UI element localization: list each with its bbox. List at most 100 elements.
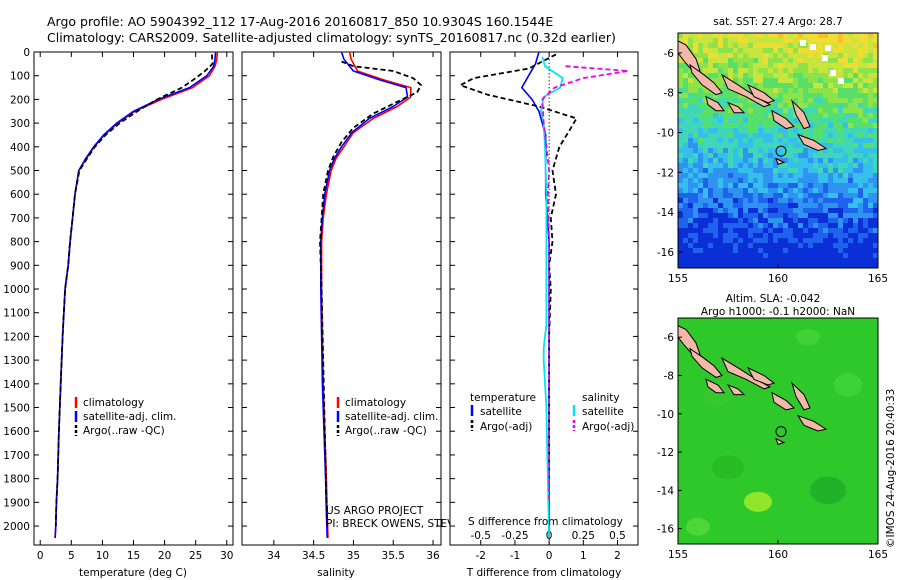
series-s-satellite — [540, 56, 564, 538]
sst-cell — [773, 98, 779, 104]
sst-cell — [718, 203, 724, 209]
sst-cell — [743, 38, 749, 44]
sst-cell — [768, 128, 774, 134]
sst-cell — [698, 213, 704, 219]
sst-cell — [838, 178, 844, 184]
sst-cell — [873, 88, 878, 94]
sst-cell — [808, 128, 814, 134]
sst-cell — [848, 223, 854, 229]
sst-cell — [858, 138, 864, 144]
sst-cell — [688, 118, 694, 124]
sst-cell — [723, 38, 729, 44]
sst-cell — [713, 183, 719, 189]
sst-cell — [798, 243, 804, 249]
sst-cell — [808, 173, 814, 179]
sst-cell — [733, 163, 739, 169]
sst-cell — [853, 198, 859, 204]
sst-cell — [803, 203, 809, 209]
sst-cell — [723, 143, 729, 149]
sst-cell — [733, 203, 739, 209]
sst-cell — [843, 193, 849, 199]
sst-cell — [773, 173, 779, 179]
sst-cell — [868, 153, 874, 159]
sst-cell — [753, 83, 759, 89]
sst-cell — [843, 183, 849, 189]
depth-tick-label: 1500 — [3, 403, 30, 415]
sst-cell — [828, 138, 834, 144]
sst-cell — [823, 188, 829, 194]
sst-cell — [733, 53, 739, 59]
sst-cell — [683, 188, 689, 194]
sst-cell — [743, 193, 749, 199]
sst-cell — [748, 68, 754, 74]
sst-cell — [678, 123, 684, 129]
sst-cell — [848, 58, 854, 64]
sst-cell — [768, 198, 774, 204]
sst-cell — [863, 188, 869, 194]
sst-cell — [688, 263, 694, 268]
sst-cell — [728, 33, 734, 39]
sst-cell — [758, 238, 764, 244]
sst-cell — [773, 203, 779, 209]
sst-cell — [783, 138, 789, 144]
sst-cell — [828, 238, 834, 244]
sla-anomaly — [810, 476, 846, 505]
sst-cell — [838, 128, 844, 134]
sst-cell — [783, 223, 789, 229]
sst-cell — [833, 258, 839, 264]
sst-cell — [833, 248, 839, 254]
sst-cell — [838, 68, 844, 74]
sst-cell — [683, 143, 689, 149]
map-lat-label: -8 — [664, 370, 674, 382]
sst-cell — [793, 58, 799, 64]
sst-cell — [758, 33, 764, 39]
sst-cell — [753, 143, 759, 149]
sst-cell — [808, 63, 814, 69]
sst-cell — [818, 153, 824, 159]
sst-cell — [843, 163, 849, 169]
sst-cell — [703, 233, 709, 239]
sst-cell — [798, 168, 804, 174]
sst-cell — [868, 108, 874, 114]
sst-cell — [748, 148, 754, 154]
sst-cell — [863, 138, 869, 144]
sst-cell — [678, 183, 684, 189]
sst-cell — [733, 128, 739, 134]
sst-cell — [873, 248, 878, 254]
sst-cell — [758, 263, 764, 268]
sst-cell — [813, 68, 819, 74]
sst-cell — [748, 258, 754, 264]
sst-cell — [688, 43, 694, 49]
sst-cell — [683, 88, 689, 94]
sst-cell — [833, 158, 839, 164]
sst-cell — [818, 193, 824, 199]
sst-cell — [873, 173, 878, 179]
sst-cell — [718, 153, 724, 159]
sst-cell — [803, 158, 809, 164]
sst-cell — [723, 83, 729, 89]
sst-cell — [863, 218, 869, 224]
sst-cell — [838, 238, 844, 244]
sst-cell — [853, 178, 859, 184]
sst-cell — [803, 48, 809, 54]
sst-cell — [863, 98, 869, 104]
sst-cell — [688, 188, 694, 194]
sst-cell — [843, 158, 849, 164]
sst-cell — [838, 113, 844, 119]
sst-cell — [848, 98, 854, 104]
sst-cell — [688, 253, 694, 259]
sst-cell — [748, 263, 754, 268]
sst-cell — [863, 213, 869, 219]
sst-cell — [778, 258, 784, 264]
sst-cell — [783, 83, 789, 89]
sst-cell — [728, 88, 734, 94]
sst-cell — [723, 48, 729, 54]
sst-cell — [733, 58, 739, 64]
sst-cell — [778, 43, 784, 49]
sst-cell — [718, 143, 724, 149]
sst-cell — [763, 163, 769, 169]
sst-cell — [863, 123, 869, 129]
sst-cell — [693, 253, 699, 259]
sst-cell — [693, 98, 699, 104]
sst-cell — [843, 238, 849, 244]
